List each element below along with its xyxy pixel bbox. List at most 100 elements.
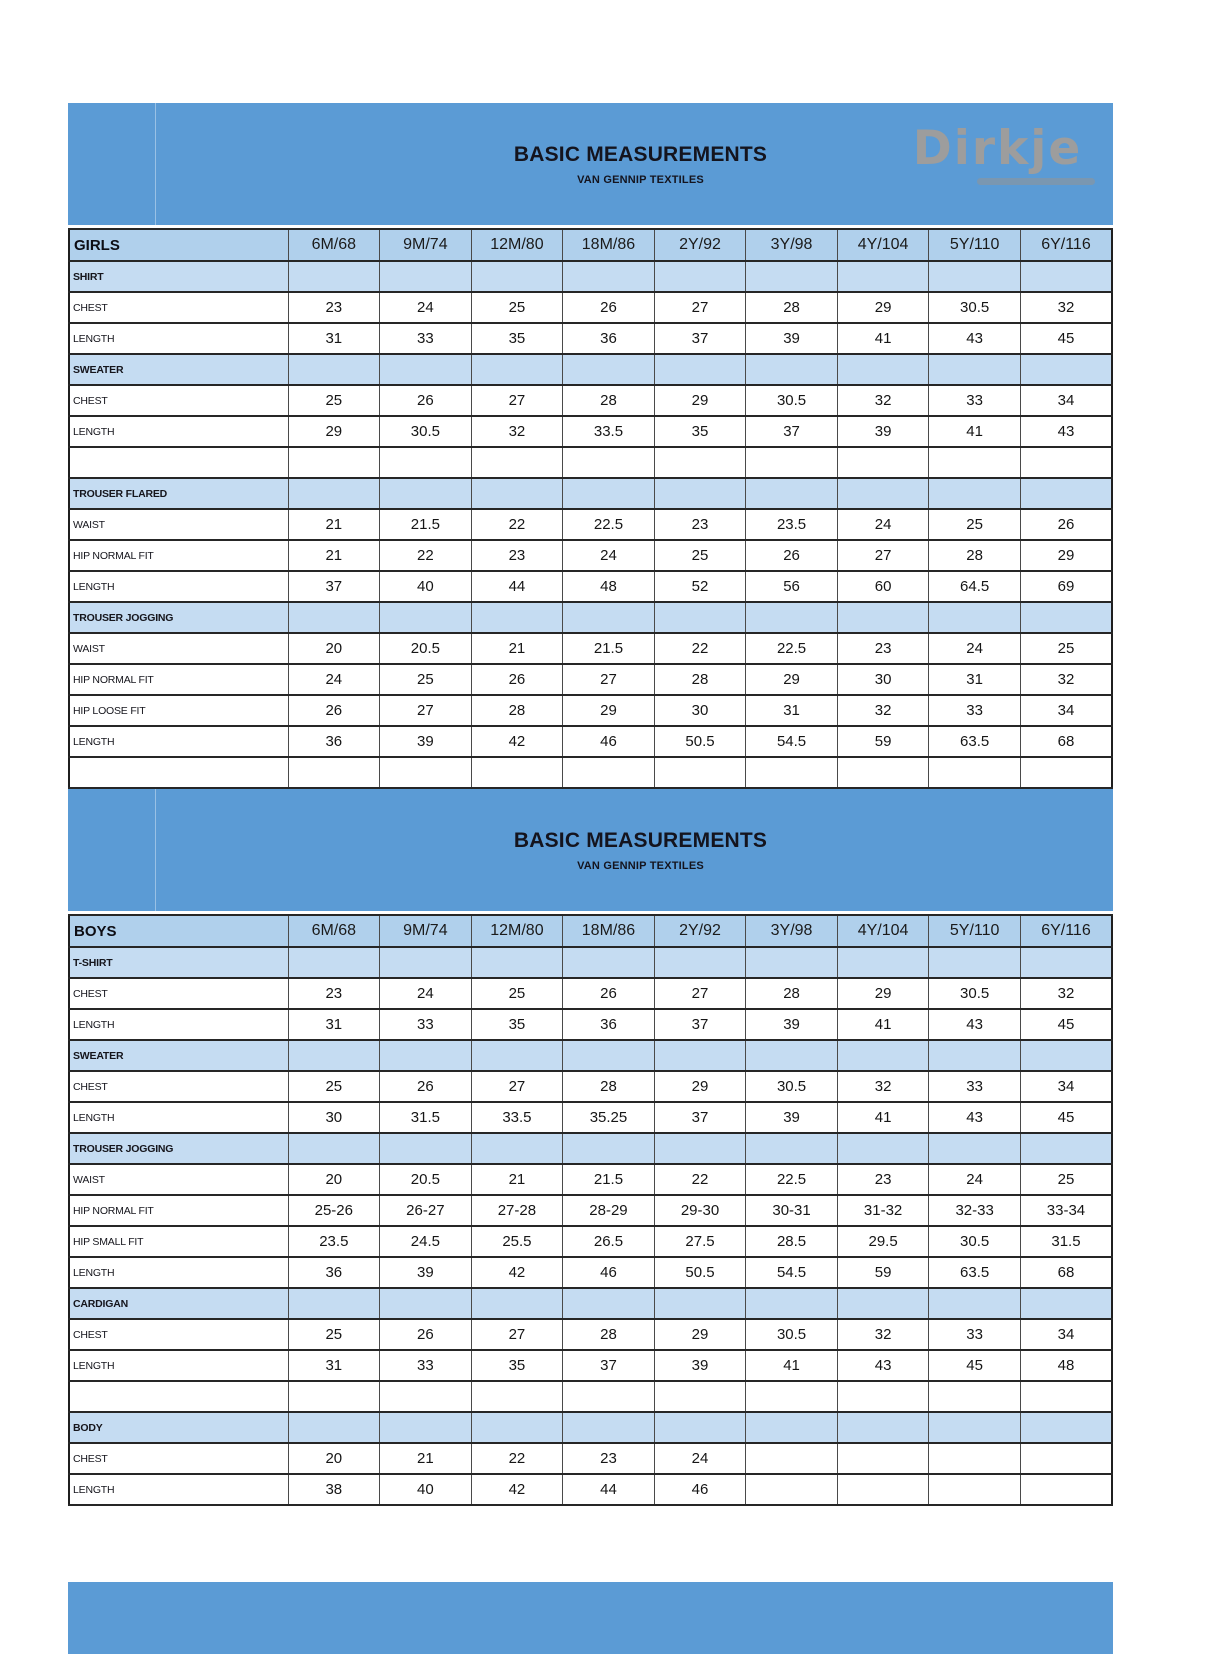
empty-cell — [562, 1380, 655, 1413]
value-cell: 24 — [653, 1442, 747, 1475]
measure-row: LENGTH 30 31.5 33.5 35.25 37 39 41 43 45 — [68, 1101, 1113, 1134]
empty-cell — [379, 756, 472, 789]
empty-cell — [379, 601, 472, 634]
empty-cell — [928, 1411, 1021, 1444]
empty-cell — [745, 1287, 838, 1320]
value-cell: 30 — [287, 1101, 381, 1134]
value-cell: 33 — [928, 694, 1021, 727]
empty-label-cell — [68, 446, 289, 479]
empty-cell — [287, 446, 381, 479]
value-cell: 23.5 — [745, 508, 838, 541]
measure-label-cell: CHEST — [68, 384, 289, 417]
boys-measurements-table: BOYS 6M/68 9M/74 12M/80 18M/86 2Y/92 3Y/98 4Y/1… — [68, 914, 1113, 1506]
value-cell: 52 — [653, 570, 747, 603]
value-cell: 33 — [379, 1008, 472, 1041]
value-cell: 59 — [836, 1256, 930, 1289]
value-cell: 68 — [1019, 725, 1113, 758]
value-cell: 44 — [470, 570, 564, 603]
empty-cell — [470, 1039, 564, 1072]
value-cell: 41 — [928, 415, 1021, 448]
dirkje-logo: Dirkje — [890, 125, 1105, 185]
value-cell: 22 — [470, 1442, 564, 1475]
value-cell: 56 — [745, 570, 838, 603]
value-cell: 26 — [470, 663, 564, 696]
empty-cell — [1019, 946, 1113, 979]
empty-cell — [745, 260, 838, 293]
measure-label-cell: LENGTH — [68, 1349, 289, 1382]
measure-label-cell: LENGTH — [68, 1008, 289, 1041]
page-title: BASIC MEASUREMENTS — [513, 828, 768, 852]
value-cell: 30.5 — [379, 415, 472, 448]
value-cell: 22 — [653, 1163, 747, 1196]
spacer-row — [68, 446, 1113, 479]
empty-cell — [653, 477, 747, 510]
empty-cell — [1019, 446, 1113, 479]
measure-row: HIP NORMAL FIT 25-26 26-27 27-28 28-29 29-30 3… — [68, 1194, 1113, 1227]
value-cell: 33 — [379, 322, 472, 355]
empty-cell — [836, 601, 930, 634]
value-cell: 33 — [928, 1070, 1021, 1103]
empty-cell — [1019, 260, 1113, 293]
value-cell: 39 — [745, 322, 838, 355]
measure-label-cell: HIP NORMAL FIT — [68, 539, 289, 572]
value-cell: 31 — [287, 1008, 381, 1041]
value-cell: 30.5 — [745, 1070, 838, 1103]
empty-cell — [1019, 756, 1113, 789]
value-cell: 23 — [287, 977, 381, 1010]
value-cell: 29 — [745, 663, 838, 696]
section-row-sweater: SWEATER — [68, 353, 1113, 386]
value-cell: 41 — [836, 1101, 930, 1134]
size-header-cell: 12M/80 — [470, 914, 564, 948]
measure-row: LENGTH 31 33 35 36 37 39 41 43 45 — [68, 1008, 1113, 1041]
value-cell: 25-26 — [287, 1194, 381, 1227]
section-row-sweater: SWEATER — [68, 1039, 1113, 1072]
empty-cell — [287, 1380, 381, 1413]
dirkje-logo-tagline — [977, 178, 1095, 185]
value-cell: 41 — [836, 1008, 930, 1041]
value-cell: 36 — [562, 322, 655, 355]
empty-cell — [1019, 1473, 1113, 1506]
measure-label-cell: LENGTH — [68, 415, 289, 448]
measure-row: LENGTH 31 33 35 37 39 41 43 45 48 — [68, 1349, 1113, 1382]
value-cell: 27 — [653, 291, 747, 324]
empty-cell — [287, 477, 381, 510]
girls-measurements-table: GIRLS 6M/68 9M/74 12M/80 18M/86 2Y/92 3Y/98 4Y/… — [68, 228, 1113, 789]
value-cell: 30-31 — [745, 1194, 838, 1227]
value-cell: 24.5 — [379, 1225, 472, 1258]
section-label-cell: SHIRT — [68, 260, 289, 293]
value-cell: 45 — [928, 1349, 1021, 1382]
empty-cell — [745, 756, 838, 789]
value-cell: 26 — [379, 1070, 472, 1103]
section-label-cell: BODY — [68, 1411, 289, 1444]
value-cell: 26 — [562, 977, 655, 1010]
value-cell: 50.5 — [653, 725, 747, 758]
value-cell: 64.5 — [928, 570, 1021, 603]
empty-cell — [562, 1132, 655, 1165]
value-cell: 27 — [470, 384, 564, 417]
group-label-cell: GIRLS — [68, 228, 289, 262]
empty-label-cell — [68, 1380, 289, 1413]
measure-label-cell: WAIST — [68, 632, 289, 665]
empty-cell — [1019, 353, 1113, 386]
empty-cell — [745, 1442, 838, 1475]
value-cell: 29 — [653, 384, 747, 417]
value-cell: 22 — [653, 632, 747, 665]
value-cell: 29-30 — [653, 1194, 747, 1227]
value-cell: 24 — [379, 291, 472, 324]
value-cell: 48 — [562, 570, 655, 603]
value-cell: 30.5 — [928, 977, 1021, 1010]
measure-row: LENGTH 29 30.5 32 33.5 35 37 39 41 43 — [68, 415, 1113, 448]
section-label-cell: T-SHIRT — [68, 946, 289, 979]
empty-cell — [287, 260, 381, 293]
value-cell: 37 — [653, 1008, 747, 1041]
size-header-cell: 18M/86 — [562, 914, 655, 948]
value-cell: 25 — [470, 291, 564, 324]
value-cell: 22.5 — [745, 632, 838, 665]
empty-cell — [562, 477, 655, 510]
group-label-cell: BOYS — [68, 914, 289, 948]
measure-label-cell: CHEST — [68, 1070, 289, 1103]
page-subtitle: VAN GENNIP TEXTILES — [577, 859, 704, 872]
value-cell: 37 — [653, 322, 747, 355]
value-cell: 32 — [836, 384, 930, 417]
measure-row: CHEST 20 21 22 23 24 — [68, 1442, 1113, 1475]
